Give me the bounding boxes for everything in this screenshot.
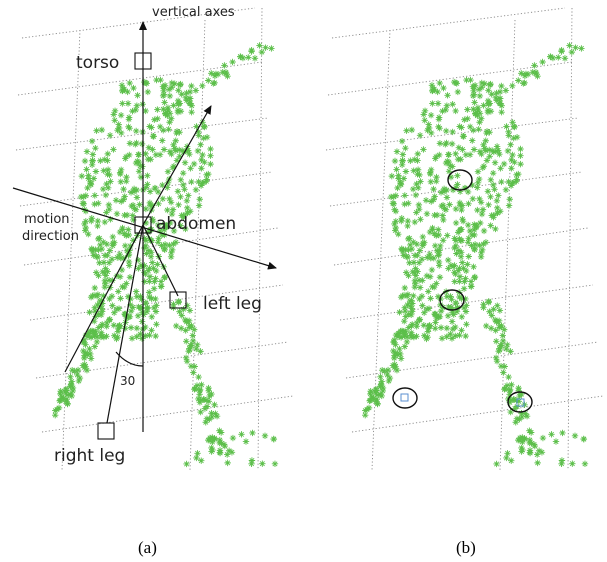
label-abdomen: abdomen	[156, 214, 236, 234]
abdomen-marker	[134, 216, 152, 234]
diagonal-axis-up	[142, 105, 212, 226]
label-torso: torso	[76, 53, 119, 73]
line-to-right-leg	[106, 224, 144, 424]
abdomen-highlight	[439, 289, 465, 311]
diagonal-axis-down	[64, 224, 144, 373]
right-leg-marker-b	[400, 393, 409, 402]
panel-b: (b)	[325, 7, 604, 557]
right-leg-highlight	[392, 387, 418, 409]
torso-marker	[134, 52, 152, 70]
left-leg-marker	[169, 291, 187, 309]
angle-arc	[115, 351, 144, 367]
label-direction: direction	[22, 229, 79, 244]
panel-a: vertical axes torso abdomen motion direc…	[12, 5, 294, 557]
caption-a: (a)	[138, 538, 157, 557]
grid-b	[325, 7, 604, 471]
label-vertical-axes: vertical axes	[152, 5, 235, 20]
label-motion: motion	[24, 212, 70, 227]
label-right-leg: right leg	[54, 446, 125, 466]
left-leg-highlight	[507, 391, 533, 413]
label-angle: 30	[120, 374, 135, 388]
label-left-leg: left leg	[203, 294, 262, 314]
grid-a	[15, 7, 294, 471]
point-cloud-b	[362, 42, 589, 468]
right-leg-marker	[97, 422, 115, 440]
left-leg-marker-b	[516, 398, 525, 407]
caption-b: (b)	[456, 538, 476, 557]
line-to-left-leg	[142, 224, 179, 297]
torso-highlight	[447, 169, 473, 191]
